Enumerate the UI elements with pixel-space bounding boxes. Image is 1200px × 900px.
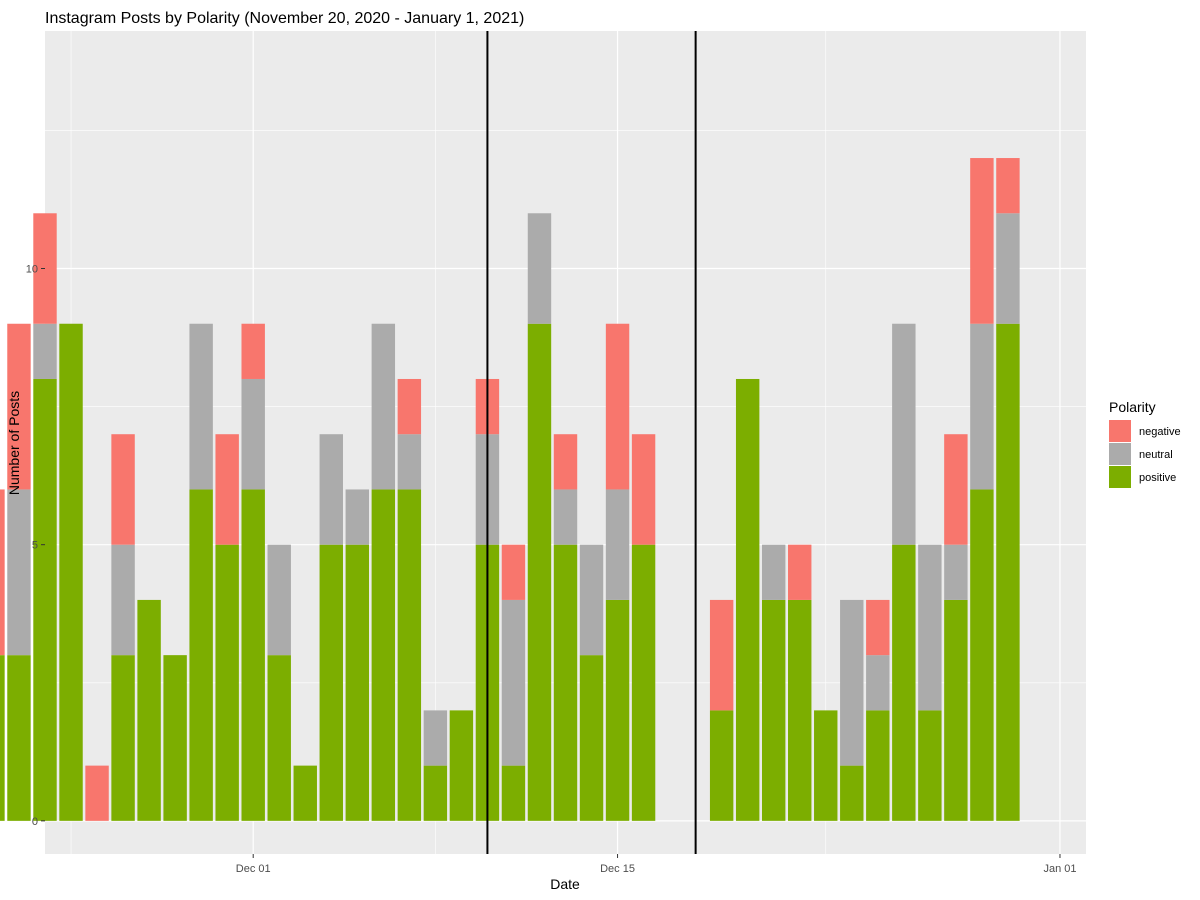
bar-negative (397, 378, 422, 435)
bar-neutral (918, 544, 942, 711)
bar-negative (553, 434, 578, 490)
bar-positive (293, 765, 317, 821)
bar-positive (970, 489, 994, 821)
bar-neutral (33, 323, 57, 379)
bar-positive (163, 655, 187, 821)
y-tick-label: 0 (32, 816, 38, 828)
legend-key-neutral (1109, 443, 1131, 465)
bar-neutral (397, 434, 422, 490)
bar-positive (397, 489, 422, 821)
bar-positive (423, 765, 448, 821)
bar-neutral (605, 489, 630, 600)
y-axis: 0 5 10 (26, 264, 45, 828)
bar-neutral (111, 544, 135, 656)
bar-neutral (371, 323, 396, 490)
bar-positive (111, 655, 135, 821)
bar-neutral (501, 599, 526, 766)
bar-neutral (866, 655, 890, 711)
bar-positive (0, 655, 5, 821)
x-tick-label: Dec 15 (600, 863, 635, 875)
bar-positive (814, 710, 838, 821)
bar-negative (605, 323, 630, 490)
bar-positive (345, 544, 370, 821)
legend: Polarity negative neutral positive (1109, 399, 1181, 488)
bar-positive (371, 489, 396, 821)
bar-negative (85, 765, 109, 821)
y-tick-label: 5 (32, 540, 38, 552)
y-axis-title: Number of Posts (6, 391, 22, 495)
bar-positive (319, 544, 343, 821)
bar-positive (605, 599, 630, 821)
bar-positive (996, 323, 1020, 821)
bar-negative (631, 434, 656, 545)
bar-negative (0, 489, 5, 656)
bar-positive (241, 489, 265, 821)
legend-key-negative (1109, 420, 1131, 442)
bar-positive (788, 599, 812, 821)
bar-negative (7, 323, 31, 490)
bar-positive (189, 489, 213, 821)
bar-negative (944, 434, 968, 545)
bar-negative (241, 323, 265, 379)
bar-positive (944, 599, 968, 821)
bar-positive (137, 599, 161, 821)
bar-neutral (319, 434, 343, 545)
bar-neutral (892, 323, 916, 545)
bar-positive (553, 544, 578, 821)
bar-neutral (345, 489, 370, 545)
bar-positive (579, 655, 604, 821)
bar-positive (866, 710, 890, 821)
legend-label-negative: negative (1139, 426, 1181, 438)
x-tick-label: Jan 01 (1043, 863, 1076, 875)
bar-neutral (579, 544, 604, 656)
bar-positive (735, 378, 760, 821)
bar-positive (267, 655, 291, 821)
bar-negative (788, 544, 812, 600)
bar-negative (709, 599, 734, 711)
bar-positive (918, 710, 942, 821)
bar-neutral (996, 213, 1020, 324)
bar-neutral (267, 544, 291, 656)
reference-lines (486, 31, 697, 854)
bar-neutral (761, 544, 786, 600)
chart-title: Instagram Posts by Polarity (November 20… (45, 10, 524, 27)
bar-negative (996, 158, 1020, 214)
x-axis: Dec 01 Dec 15 Jan 01 (236, 854, 1076, 875)
bar-neutral (527, 213, 552, 324)
bar-positive (840, 765, 864, 821)
bar-positive (761, 599, 786, 821)
bar-neutral (241, 378, 265, 490)
bar-positive (33, 378, 57, 821)
y-tick-label: 10 (26, 264, 38, 276)
bar-positive (59, 323, 83, 821)
x-tick-label: Dec 01 (236, 863, 271, 875)
legend-title: Polarity (1109, 399, 1156, 415)
x-axis-title: Date (550, 876, 580, 892)
bar-neutral (840, 599, 864, 766)
bar-neutral (970, 323, 994, 490)
bar-neutral (553, 489, 578, 545)
bar-neutral (423, 710, 448, 766)
bar-neutral (944, 544, 968, 600)
legend-label-neutral: neutral (1139, 449, 1173, 461)
bar-positive (527, 323, 552, 821)
bar-positive (501, 765, 526, 821)
bar-negative (501, 544, 526, 600)
bar-neutral (7, 489, 31, 656)
legend-key-positive (1109, 466, 1131, 488)
bar-negative (215, 434, 239, 545)
bar-positive (709, 710, 734, 821)
bar-positive (631, 544, 656, 821)
bar-negative (970, 158, 994, 324)
legend-label-positive: positive (1139, 472, 1176, 484)
bar-positive (7, 655, 31, 821)
bar-positive (892, 544, 916, 821)
bar-positive (215, 544, 239, 821)
bar-positive (449, 710, 474, 821)
bar-neutral (189, 323, 213, 490)
bars (0, 158, 1020, 821)
bar-negative (866, 599, 890, 656)
bar-negative (111, 434, 135, 545)
